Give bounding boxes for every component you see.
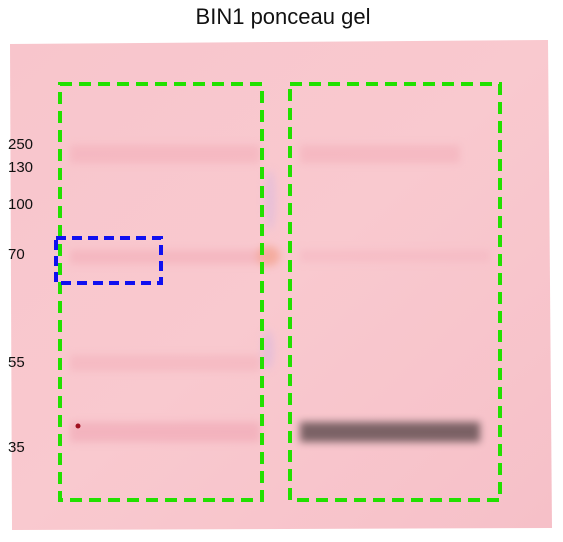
title: BIN1 ponceau gel (196, 4, 371, 29)
marker-label: 70 (8, 246, 25, 263)
figure: BIN1 ponceau gel 250 130 100 70 55 35 (0, 0, 563, 542)
marker-label: 35 (8, 439, 25, 456)
marker-label: 130 (8, 159, 33, 176)
marker-label: 100 (8, 196, 33, 213)
marker-label: 250 (8, 136, 33, 153)
page: BIN1 ponceau gel 250130100705535 (() => … (0, 0, 563, 542)
marker-label: 55 (8, 354, 25, 371)
membrane (10, 40, 552, 530)
